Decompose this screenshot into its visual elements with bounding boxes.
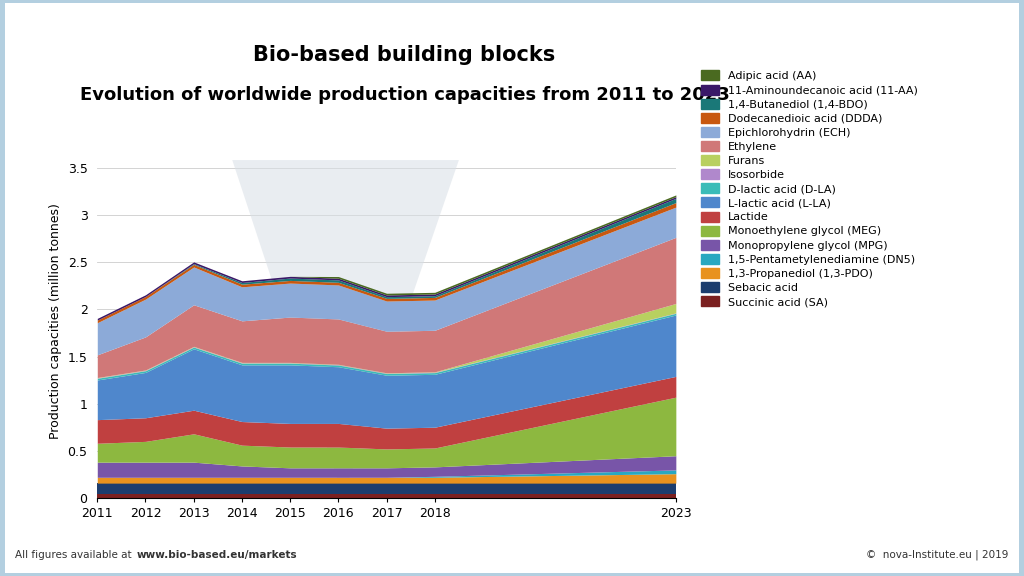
- Polygon shape: [232, 160, 459, 497]
- Text: ©  nova-Institute.eu | 2019: © nova-Institute.eu | 2019: [866, 550, 1009, 560]
- Text: Bio-based building blocks: Bio-based building blocks: [253, 45, 556, 65]
- Text: www.bio-based.eu/markets: www.bio-based.eu/markets: [136, 550, 297, 560]
- Text: All figures available at: All figures available at: [15, 550, 135, 560]
- Text: Evolution of worldwide production capacities from 2011 to 2023: Evolution of worldwide production capaci…: [80, 86, 729, 104]
- Y-axis label: Production capacities (million tonnes): Production capacities (million tonnes): [49, 203, 62, 439]
- Legend: Adipic acid (AA), 11-Aminoundecanoic acid (11-AA), 1,4-Butanediol (1,4-BDO), Dod: Adipic acid (AA), 11-Aminoundecanoic aci…: [696, 66, 923, 312]
